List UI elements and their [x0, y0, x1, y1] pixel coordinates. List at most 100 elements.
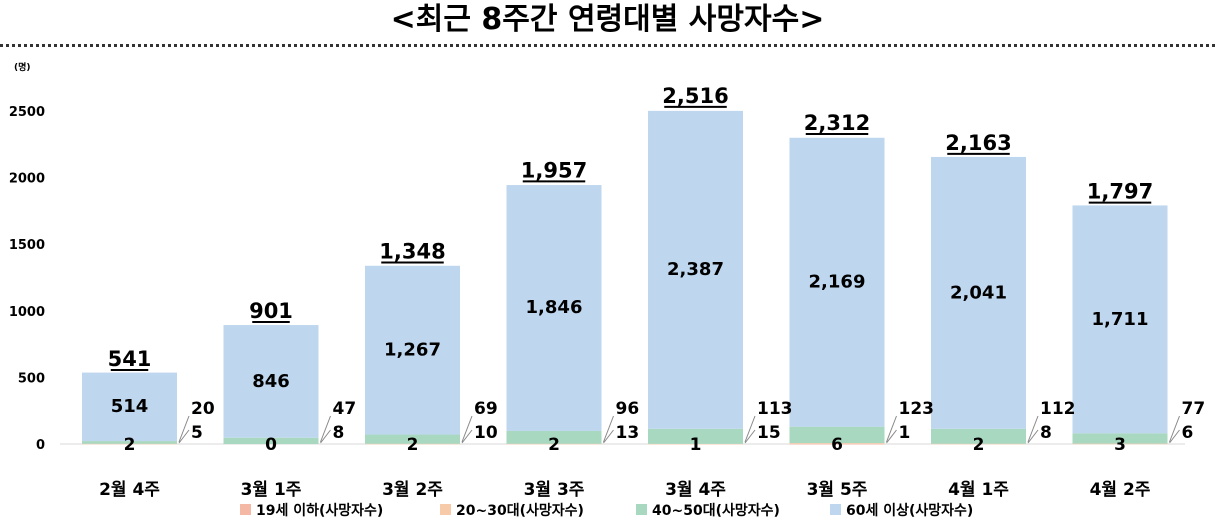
legend-swatch — [440, 504, 451, 515]
bar-segment — [365, 265, 460, 435]
leader-line — [1027, 429, 1039, 444]
total-label: 901 — [249, 299, 293, 323]
value-label-60plus: 2,169 — [809, 271, 866, 292]
value-label-40-50: 69 — [474, 399, 498, 419]
y-tick-label: 1000 — [9, 305, 45, 320]
value-label-60plus: 2,041 — [950, 282, 1007, 303]
legend-label: 19세 이하(사망자수) — [256, 502, 383, 519]
y-tick-label: 2000 — [9, 172, 45, 187]
total-label: 2,516 — [662, 84, 728, 108]
legend-label: 60세 이상(사망자수) — [846, 502, 973, 519]
value-label-20-30: 2 — [973, 435, 985, 455]
leader-line — [461, 429, 473, 444]
chart-title: <최근 8주간 연령대별 사망자수> — [390, 2, 825, 37]
value-label-19under: 5 — [191, 423, 203, 443]
legend-label: 20~30대(사망자수) — [456, 502, 584, 519]
title-divider — [0, 44, 1215, 47]
bar-segment — [1072, 205, 1168, 434]
bar-segment — [506, 185, 602, 431]
leader-line — [320, 429, 331, 444]
leader-line — [178, 429, 190, 444]
bar-segment — [648, 428, 743, 444]
bar-segment — [648, 110, 743, 429]
category-label: 4월 1주 — [948, 480, 1009, 500]
category-label: 3월 1주 — [241, 480, 302, 500]
leader-line — [603, 415, 614, 443]
value-label-60plus: 2,387 — [667, 259, 724, 280]
bar-segment — [789, 443, 885, 444]
legend-label: 40~50대(사망자수) — [652, 502, 780, 519]
category-label: 2월 4주 — [99, 480, 160, 500]
value-label-20-30: 2 — [548, 435, 560, 455]
bar-segment — [1072, 433, 1168, 444]
total-label: 1,957 — [521, 158, 587, 182]
value-label-20-30: 3 — [1114, 435, 1126, 455]
bar-segment — [365, 443, 460, 445]
value-label-40-50: 20 — [191, 399, 215, 419]
bar-segment — [506, 443, 602, 445]
unit-label: (명) — [14, 61, 31, 73]
total-label: 1,797 — [1087, 180, 1153, 204]
bar-segment — [82, 443, 177, 445]
bar-segment — [931, 443, 1026, 445]
value-label-20-30: 6 — [831, 435, 843, 455]
bar-segment — [223, 325, 319, 438]
value-label-40-50: 113 — [757, 399, 793, 419]
leader-line — [1169, 415, 1180, 443]
legend-swatch — [240, 504, 251, 515]
legend-swatch — [830, 504, 841, 515]
total-label: 541 — [108, 347, 152, 371]
leader-line — [744, 415, 756, 443]
y-tick-label: 2500 — [9, 105, 45, 120]
leader-line — [1169, 429, 1180, 444]
category-label: 3월 4주 — [665, 480, 726, 500]
value-label-19under: 8 — [333, 423, 345, 443]
bar-segment — [931, 428, 1026, 444]
bar-segment — [789, 137, 885, 427]
value-label-40-50: 123 — [899, 399, 935, 419]
leader-line — [461, 415, 473, 443]
total-label: 2,163 — [945, 131, 1011, 155]
value-label-40-50: 47 — [333, 399, 357, 419]
bar-segment — [82, 372, 177, 442]
value-label-19under: 6 — [1182, 423, 1194, 443]
leader-line — [744, 429, 756, 444]
value-label-60plus: 514 — [111, 396, 149, 417]
total-label: 1,348 — [379, 239, 445, 263]
value-label-60plus: 1,846 — [526, 297, 583, 318]
bar-segment — [82, 441, 177, 444]
value-label-60plus: 1,711 — [1092, 309, 1149, 330]
value-label-60plus: 846 — [252, 371, 290, 392]
bar-segment — [365, 434, 460, 444]
value-label-19under: 1 — [899, 423, 911, 443]
value-label-20-30: 2 — [407, 435, 419, 455]
value-label-40-50: 96 — [616, 399, 640, 419]
legend-swatch — [636, 504, 647, 515]
leader-line — [886, 429, 897, 444]
category-label: 3월 2주 — [382, 480, 443, 500]
bar-segment — [223, 437, 319, 444]
y-tick-label: 1500 — [9, 238, 45, 253]
value-label-60plus: 1,267 — [384, 339, 441, 360]
bar-segment — [931, 156, 1026, 429]
total-label: 2,312 — [804, 111, 870, 135]
value-label-20-30: 0 — [265, 435, 277, 455]
value-label-40-50: 77 — [1182, 399, 1206, 419]
leader-line — [886, 415, 897, 443]
bar-segment — [648, 443, 743, 445]
leader-line — [320, 415, 331, 443]
value-label-40-50: 112 — [1040, 399, 1076, 419]
y-tick-label: 0 — [36, 438, 45, 453]
category-label: 3월 5주 — [807, 480, 868, 500]
leader-line — [603, 429, 614, 444]
leader-line — [178, 415, 190, 443]
category-label: 3월 3주 — [524, 480, 585, 500]
leader-line — [1027, 415, 1039, 443]
value-label-20-30: 1 — [690, 435, 702, 455]
value-label-20-30: 2 — [124, 435, 136, 455]
value-label-19under: 8 — [1040, 423, 1052, 443]
bar-segment — [789, 443, 885, 445]
value-label-19under: 15 — [757, 423, 781, 443]
y-tick-label: 500 — [18, 371, 45, 386]
